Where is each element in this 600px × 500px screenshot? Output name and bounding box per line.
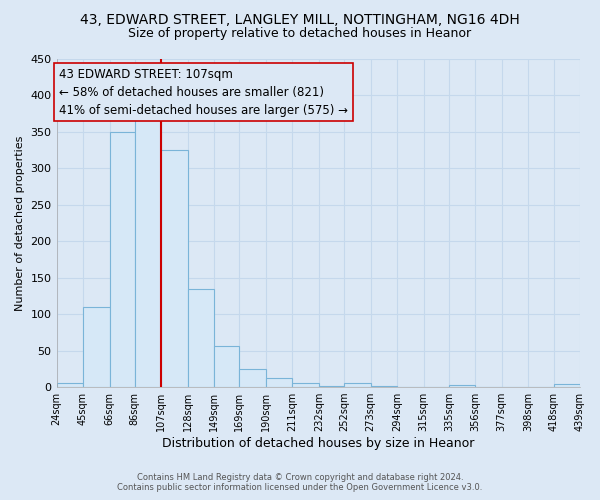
Text: 43, EDWARD STREET, LANGLEY MILL, NOTTINGHAM, NG16 4DH: 43, EDWARD STREET, LANGLEY MILL, NOTTING… — [80, 12, 520, 26]
Bar — [449, 385, 475, 387]
Bar — [56, 384, 83, 387]
Bar — [344, 382, 371, 387]
Text: 43 EDWARD STREET: 107sqm
← 58% of detached houses are smaller (821)
41% of semi-: 43 EDWARD STREET: 107sqm ← 58% of detach… — [59, 68, 348, 116]
Bar — [554, 384, 580, 387]
Bar — [266, 378, 292, 387]
Bar — [110, 132, 135, 387]
Bar — [83, 307, 110, 387]
Y-axis label: Number of detached properties: Number of detached properties — [15, 136, 25, 310]
Bar — [319, 386, 344, 387]
Bar — [188, 288, 214, 387]
Bar — [239, 369, 266, 387]
Bar — [214, 346, 239, 387]
Bar — [371, 386, 397, 387]
Bar — [135, 114, 161, 387]
Bar — [292, 382, 319, 387]
Bar — [161, 150, 188, 387]
Text: Contains HM Land Registry data © Crown copyright and database right 2024.
Contai: Contains HM Land Registry data © Crown c… — [118, 473, 482, 492]
X-axis label: Distribution of detached houses by size in Heanor: Distribution of detached houses by size … — [162, 437, 475, 450]
Text: Size of property relative to detached houses in Heanor: Size of property relative to detached ho… — [128, 28, 472, 40]
